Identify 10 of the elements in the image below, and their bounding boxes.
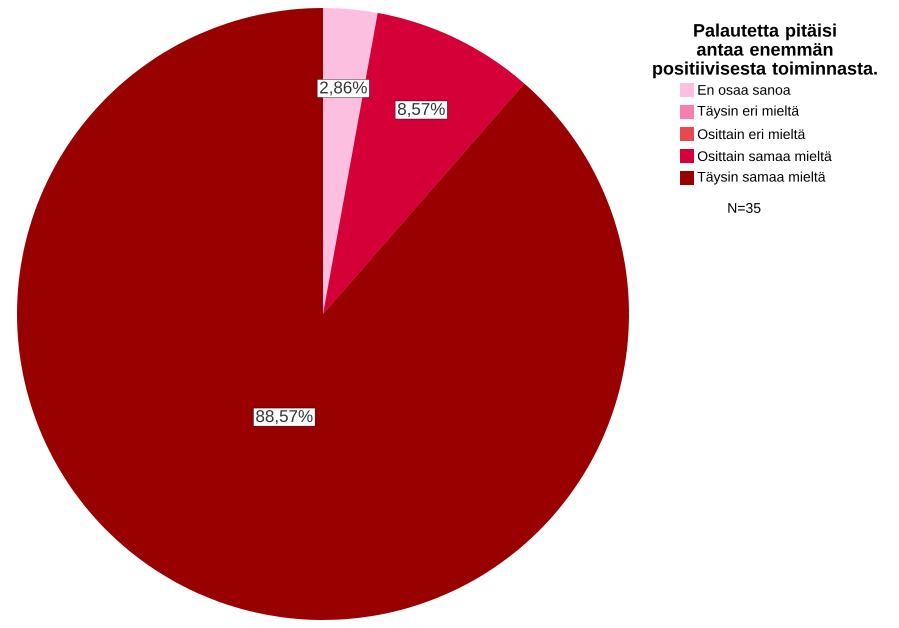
- legend-label: En osaa sanoa: [698, 85, 791, 95]
- data-label: 8,57%: [398, 102, 445, 118]
- text: N=35: [728, 203, 760, 213]
- legend-label: Osittain samaa mieltä: [698, 150, 832, 162]
- legend-label: Täysin eri mieltä: [698, 105, 800, 119]
- data-label: 2,86%: [320, 81, 367, 96]
- legend-label: Osittain eri mieltä: [698, 128, 806, 140]
- data-label: 88,57%: [256, 410, 313, 424]
- legend-title: Palautetta pitäisi antaa enemmän positiivisesta toiminnasta.: [653, 24, 877, 78]
- legend-label: Täysin samaa mieltä: [698, 171, 826, 185]
